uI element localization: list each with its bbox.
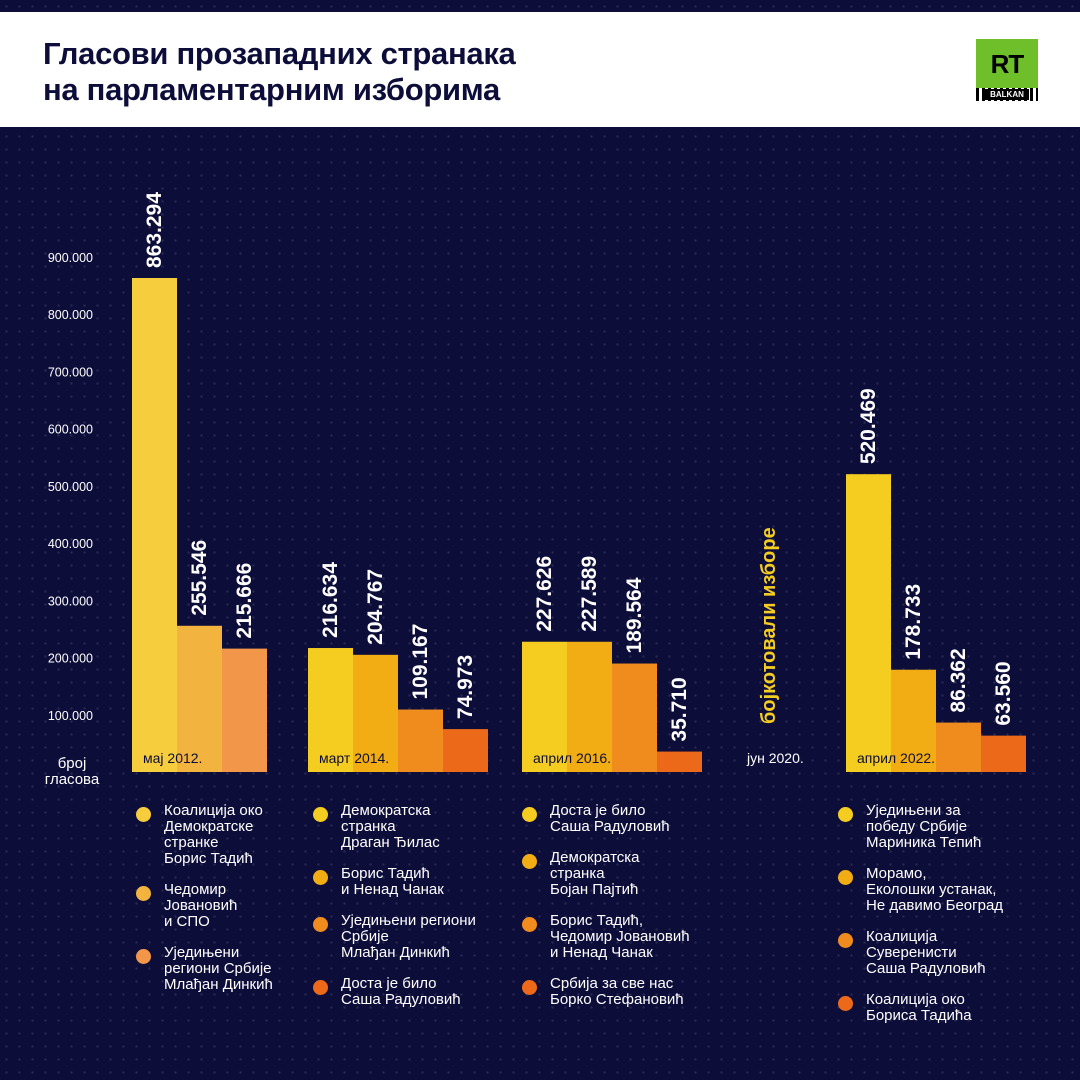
legend-swatch [313,870,328,885]
legend-swatch [838,807,853,822]
legend-label: Доста је било Саша Радуловић [550,802,670,835]
bar [222,648,267,772]
bar-value-label: 109.167 [409,624,432,700]
legend-label: Борис Тадић и Ненад Чанак [341,865,444,898]
bar [177,625,222,772]
category-label: мај 2012. [143,750,202,766]
legend-swatch [838,933,853,948]
legend-label: Коалиција Суверенисти Саша Радуловић [866,928,986,977]
legend-label: Уједињени региони Србије Млађан Динкић [341,912,476,961]
legend-label: Уједињени за победу Србије Мариника Тепи… [866,802,982,851]
bar [846,474,891,772]
logo-subtext: BALKAN [985,89,1029,100]
y-axis-label: број гласова [45,755,100,788]
legend-swatch [313,807,328,822]
bar [657,751,702,772]
legend-swatch [522,980,537,995]
legend-swatch [313,980,328,995]
y-tick-label: 600.000 [48,423,93,437]
legend-swatch [838,996,853,1011]
logo-text: RT [990,49,1025,79]
legend-label: Борис Тадић, Чедомир Јовановић и Ненад Ч… [550,912,690,961]
legend-label: Чедомир Јовановић и СПО [164,881,238,930]
bar-value-label: 189.564 [623,577,646,653]
bar-value-label: 255.546 [188,540,211,616]
bar-value-label: 204.767 [364,569,387,645]
rt-balkan-logo: RT BALKAN [976,39,1038,101]
legend-label: Србија за све нас Борко Стефановић [550,975,684,1008]
legend-label: Доста је било Саша Радуловић [341,975,461,1008]
bar [353,654,398,772]
bar-value-label: 86.362 [947,648,970,712]
bar [443,729,488,772]
boycott-note: бојкотовали изборе [758,527,780,724]
bar-value-label: 227.589 [578,556,601,632]
bar [981,735,1026,772]
legend-label: Уједињени региони Србије Млађан Динкић [164,944,273,993]
bar-value-label: 216.634 [319,562,342,638]
legend-swatch [136,949,151,964]
bar-value-label: 215.666 [233,563,256,639]
category-label: април 2022. [857,750,935,766]
legend-label: Демократска странка Бојан Пајтић [550,849,640,898]
legend-swatch [313,917,328,932]
bar [398,709,443,772]
bar-value-label: 227.626 [533,556,556,632]
bar [132,278,177,772]
bar [936,722,981,772]
legend-label: Морамо, Еколошки устанак, Не давимо Беог… [866,865,1004,914]
bar [567,641,612,772]
bar-value-label: 178.733 [902,584,925,660]
y-tick-label: 300.000 [48,594,93,608]
y-tick-label: 800.000 [48,308,93,322]
bar [612,663,657,772]
legend-label: Коалиција око Демократске странке Борис … [164,802,263,867]
legend-swatch [522,854,537,869]
y-tick-label: 100.000 [48,709,93,723]
category-label: април 2016. [533,750,611,766]
bar-value-label: 35.710 [668,677,691,741]
legend-swatch [522,917,537,932]
bar [891,669,936,772]
bar [308,648,353,772]
y-tick-label: 400.000 [48,537,93,551]
y-tick-label: 500.000 [48,480,93,494]
legend-label: Демократска странка Драган Ђилас [341,802,440,851]
y-tick-label: 200.000 [48,652,93,666]
category-label: март 2014. [319,750,389,766]
bar-value-label: 520.469 [857,388,880,464]
bar-value-label: 63.560 [992,661,1015,725]
legend-swatch [136,886,151,901]
bar [522,641,567,772]
bar-value-label: 863.294 [143,192,166,268]
header-banner: Гласови прозападних странака на парламен… [0,12,1080,127]
legend-swatch [136,807,151,822]
bar-value-label: 74.973 [454,655,477,719]
y-tick-label: 900.000 [48,251,93,265]
legend-swatch [522,807,537,822]
category-label: јун 2020. [746,750,804,766]
y-tick-label: 700.000 [48,365,93,379]
legend-swatch [838,870,853,885]
legend-label: Коалиција око Бориса Тадића [866,991,972,1024]
page-title: Гласови прозападних странака на парламен… [43,36,516,107]
